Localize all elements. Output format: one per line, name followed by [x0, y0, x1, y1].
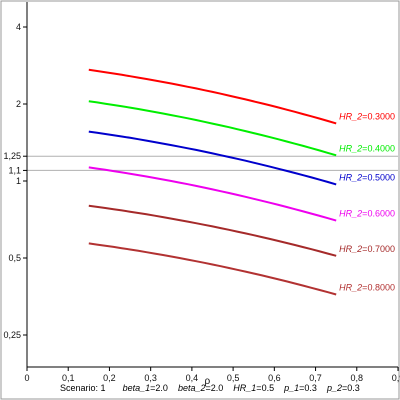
param-name: beta_1 — [122, 383, 151, 393]
y-tick-label: 1,25 — [3, 151, 21, 161]
series-label-var: HR_2 — [339, 209, 362, 219]
param-value: 2.0 — [210, 383, 224, 393]
series-label-value: 0.3000 — [367, 111, 395, 121]
x-tick-label: 0 — [24, 373, 29, 383]
param-p-1: p_1=0.3 — [284, 383, 319, 393]
axes: 0 0,1 0,2 0,3 0,4 0,5 0,6 0,7 0,8 0,9 4 2 1,25 1,11 0,… — [3, 2, 400, 383]
x-tick-label: 0,9 — [392, 373, 400, 383]
series-label-eq: = — [362, 111, 367, 121]
param-eq: = — [256, 383, 262, 393]
series-line — [88, 242, 337, 296]
series-line — [88, 204, 337, 257]
param-eq: = — [205, 383, 211, 393]
y-tick-label: 0,5 — [8, 253, 21, 263]
x-tick-label: 0,3 — [144, 373, 157, 383]
param-eq: = — [150, 383, 156, 393]
y-tick-label: 4 — [16, 22, 21, 32]
y-tick-label: 0,25 — [3, 330, 21, 340]
x-tick-label: 0,8 — [351, 373, 364, 383]
scenario-label: Scenario: — [60, 383, 99, 393]
series-label: HR_2=0.8000 — [339, 282, 395, 292]
series-labels: HR_2=0.3000HR_2=0.4000HR_2=0.5000HR_2=0.… — [339, 111, 395, 292]
y-tick-label: 1 — [16, 176, 21, 186]
series-label-eq: = — [362, 244, 367, 254]
series-label-var: HR_2 — [339, 143, 362, 153]
series-label-value: 0.8000 — [367, 282, 395, 292]
param-beta-1: beta_1=2.0 — [123, 383, 171, 393]
series-label-value: 0.4000 — [367, 143, 395, 153]
series-label-eq: = — [362, 172, 367, 182]
series-label: HR_2=0.7000 — [339, 244, 395, 254]
param-p-2: p_2=0.3 — [327, 383, 360, 393]
param-eq: = — [341, 383, 348, 393]
reference-lines — [27, 155, 398, 171]
series-label-value: 0.7000 — [367, 244, 395, 254]
x-tick-label: 0,5 — [227, 373, 240, 383]
series-line — [88, 68, 337, 125]
y-tick-label: 2 — [16, 99, 21, 109]
series-label: HR_2=0.5000 — [339, 172, 395, 182]
y-tick-label: 1,1 — [8, 165, 21, 175]
param-hr-1: HR_1=0.5 — [233, 383, 276, 393]
param-name: p_1 — [284, 383, 300, 393]
param-eq: = — [299, 383, 305, 393]
param-name: p_2 — [326, 383, 342, 393]
x-tick-label: 0,4 — [186, 373, 199, 383]
series-label: HR_2=0.3000 — [339, 111, 395, 121]
param-name: HR_1 — [233, 383, 257, 393]
series-line — [88, 130, 337, 186]
param-name: beta_2 — [177, 383, 206, 393]
scenario-value: 1 — [100, 383, 106, 393]
x-tick-label: 0,6 — [268, 373, 281, 383]
series-label-var: HR_2 — [339, 282, 362, 292]
param-value: 2.0 — [155, 383, 168, 393]
series-label: HR_2=0.4000 — [339, 143, 395, 153]
series-label-value: 0.6000 — [367, 209, 395, 219]
series-label-var: HR_2 — [339, 244, 362, 254]
series-label: HR_2=0.6000 — [339, 209, 395, 219]
x-tick-label: 0,7 — [309, 373, 322, 383]
series-line — [88, 100, 337, 157]
series-lines — [88, 68, 337, 296]
x-tick-label: 0,1 — [62, 373, 75, 383]
series-line — [88, 166, 337, 222]
series-label-eq: = — [362, 143, 367, 153]
x-axis-label: ρ — [205, 376, 211, 387]
series-label-eq: = — [362, 209, 367, 219]
param-value: 0.3 — [347, 383, 360, 393]
series-label-value: 0.5000 — [367, 172, 395, 182]
param-value: 0.3 — [304, 383, 317, 393]
param-value: 0.5 — [261, 383, 275, 393]
series-label-var: HR_2 — [339, 111, 362, 121]
scenario-footer: Scenario: 1 beta_1=2.0 beta_2=2.0 HR_1=0… — [60, 383, 360, 393]
param-beta-2: beta_2=2.0 — [178, 383, 226, 393]
x-tick-label: 0,2 — [103, 373, 116, 383]
series-label-var: HR_2 — [339, 172, 362, 182]
series-label-eq: = — [362, 282, 367, 292]
